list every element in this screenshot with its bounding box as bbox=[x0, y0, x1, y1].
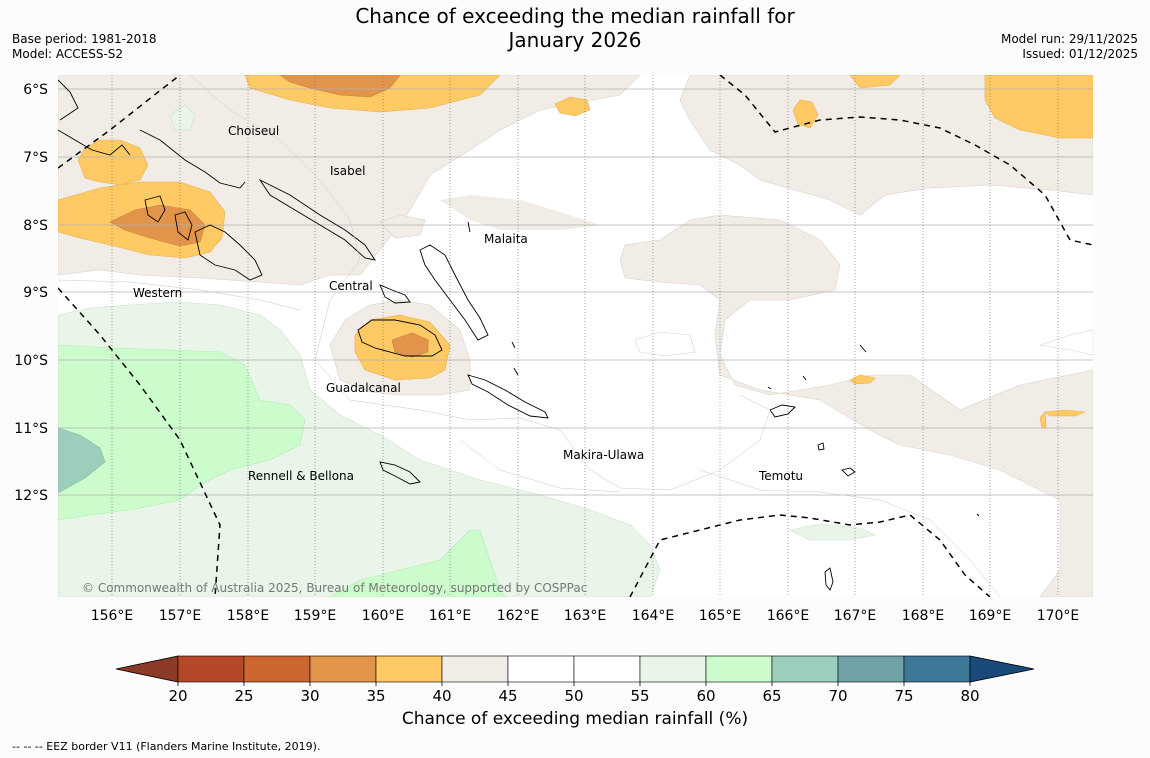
lat-label: 6°S bbox=[23, 82, 48, 98]
model-run: Model run: 29/11/2025 bbox=[1000, 32, 1138, 46]
graticule bbox=[58, 75, 1093, 597]
longitude-labels: 156°E 157°E 158°E 159°E 160°E 161°E 162°E 163°E… bbox=[91, 608, 1080, 624]
lat-label: 11°S bbox=[14, 421, 48, 437]
colorbar-label: Chance of exceeding median rainfall (%) bbox=[401, 709, 749, 729]
region-label: Malaita bbox=[484, 232, 528, 246]
colorbar-tick-label: 30 bbox=[300, 687, 319, 705]
region-label: Western bbox=[133, 286, 182, 300]
lat-label: 10°S bbox=[14, 353, 48, 369]
colorbar-tick-label: 75 bbox=[894, 687, 913, 705]
lon-label: 167°E bbox=[834, 608, 877, 624]
lat-label: 8°S bbox=[23, 218, 48, 234]
colorbar-swatch bbox=[243, 655, 311, 683]
region-label: Central bbox=[329, 279, 373, 293]
model-name: Model: ACCESS-S2 bbox=[12, 47, 124, 61]
lon-label: 157°E bbox=[159, 608, 202, 624]
base-period: Base period: 1981-2018 bbox=[12, 32, 157, 46]
colorbar-swatch bbox=[639, 655, 707, 683]
latitude-labels: 6°S 7°S 8°S 9°S 10°S 11°S 12°S bbox=[14, 82, 48, 504]
lon-label: 159°E bbox=[294, 608, 337, 624]
colorbar-over-arrow bbox=[969, 655, 1035, 683]
issued-date: Issued: 01/12/2025 bbox=[1022, 47, 1138, 61]
colorbar-swatch bbox=[903, 655, 971, 683]
colorbar-tick-label: 60 bbox=[696, 687, 715, 705]
colorbar: 20 25 30 35 40 45 50 55 60 65 70 75 80 bbox=[115, 655, 1035, 705]
colorbar-tick-label: 55 bbox=[630, 687, 649, 705]
lon-label: 168°E bbox=[902, 608, 945, 624]
band-30-35 bbox=[109, 75, 429, 358]
lon-label: 161°E bbox=[429, 608, 472, 624]
lon-label: 169°E bbox=[969, 608, 1012, 624]
colorbar-swatch bbox=[705, 655, 773, 683]
colorbar-tick-label: 80 bbox=[960, 687, 979, 705]
lon-label: 164°E bbox=[632, 608, 675, 624]
map-panel: Choiseul Isabel Malaita Western Central Guada… bbox=[58, 75, 1093, 597]
colorbar-swatch bbox=[177, 655, 245, 683]
eez-legend-footer: -- -- -- EEZ border V11 (Flanders Marine… bbox=[12, 740, 321, 753]
region-label: Isabel bbox=[330, 164, 365, 178]
lon-label: 163°E bbox=[564, 608, 607, 624]
lon-label: 160°E bbox=[362, 608, 405, 624]
meta-right: Model run: 29/11/2025 Issued: 01/12/2025 bbox=[1001, 32, 1138, 62]
map-title: Chance of exceeding the median rainfall … bbox=[0, 4, 1150, 52]
lon-label: 162°E bbox=[497, 608, 540, 624]
colorbar-swatch bbox=[507, 655, 575, 683]
colorbar-swatch bbox=[837, 655, 905, 683]
contour-lines bbox=[58, 75, 1001, 597]
colorbar-under-arrow bbox=[115, 655, 179, 683]
region-labels: Choiseul Isabel Malaita Western Central Guada… bbox=[133, 124, 803, 483]
colorbar-swatch bbox=[771, 655, 839, 683]
band-65-70 bbox=[58, 427, 106, 494]
lon-label: 158°E bbox=[227, 608, 270, 624]
colorbar-swatch bbox=[309, 655, 377, 683]
colorbar-tick-label: 65 bbox=[762, 687, 781, 705]
colorbar-tick-label: 20 bbox=[168, 687, 187, 705]
colorbar-tick-label: 40 bbox=[432, 687, 451, 705]
copyright-text: © Commonwealth of Australia 2025, Bureau… bbox=[82, 581, 587, 595]
colorbar-tick-label: 50 bbox=[564, 687, 583, 705]
colorbar-tick-label: 35 bbox=[366, 687, 385, 705]
lon-label: 166°E bbox=[767, 608, 810, 624]
colorbar-tick-label: 70 bbox=[828, 687, 847, 705]
meta-left: Base period: 1981-2018 Model: ACCESS-S2 bbox=[12, 32, 157, 62]
region-label: Rennell & Bellona bbox=[248, 469, 354, 483]
band-60-65 bbox=[58, 344, 506, 597]
lon-label: 156°E bbox=[91, 608, 134, 624]
lat-label: 7°S bbox=[23, 150, 48, 166]
title-line-2: January 2026 bbox=[508, 28, 642, 52]
colorbar-tick-label: 25 bbox=[234, 687, 253, 705]
lat-label: 9°S bbox=[23, 285, 48, 301]
region-label: Makira-Ulawa bbox=[563, 448, 644, 462]
colorbar-swatch bbox=[375, 655, 443, 683]
region-label: Temotu bbox=[758, 469, 803, 483]
colorbar-tick-label: 45 bbox=[498, 687, 517, 705]
colorbar-swatch bbox=[573, 655, 641, 683]
lon-label: 170°E bbox=[1037, 608, 1080, 624]
eez-border bbox=[58, 75, 1093, 597]
lat-label: 12°S bbox=[14, 488, 48, 504]
region-label: Choiseul bbox=[228, 124, 279, 138]
region-label: Guadalcanal bbox=[326, 381, 401, 395]
colorbar-swatch bbox=[441, 655, 509, 683]
lon-label: 165°E bbox=[699, 608, 742, 624]
title-line-1: Chance of exceeding the median rainfall … bbox=[355, 4, 795, 28]
coastlines bbox=[58, 79, 980, 591]
